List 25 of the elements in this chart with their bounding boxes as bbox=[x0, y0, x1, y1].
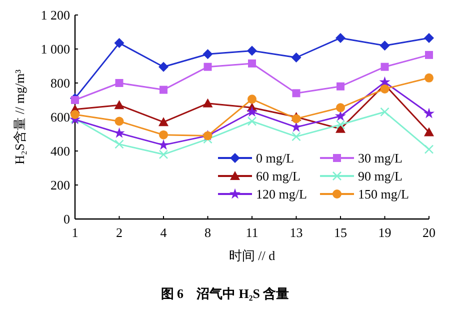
y-tick-label: 1 000 bbox=[40, 42, 70, 56]
x-tick-label: 4 bbox=[160, 225, 168, 240]
y-tick-label: 200 bbox=[50, 178, 70, 192]
x-axis-title: 时间 // d bbox=[228, 248, 276, 263]
legend-label: 150 mg/L bbox=[358, 186, 409, 202]
y-tick-label: 600 bbox=[50, 110, 70, 124]
y-axis-title: H₂S含量 // mg/m³ bbox=[12, 69, 27, 165]
legend-label: 0 mg/L bbox=[256, 150, 294, 166]
x-tick-label: 2 bbox=[116, 225, 122, 240]
legend-label: 60 mg/L bbox=[256, 168, 300, 184]
y-tick-label: 0 bbox=[64, 212, 70, 226]
x-tick-label: 20 bbox=[422, 225, 436, 240]
x-tick-label: 1 bbox=[72, 225, 78, 240]
x-tick-label: 19 bbox=[378, 225, 392, 240]
x-tick-label: 13 bbox=[290, 225, 303, 240]
legend-label: 30 mg/L bbox=[358, 150, 402, 166]
legend-label: 90 mg/L bbox=[358, 168, 402, 184]
x-tick-label: 11 bbox=[246, 225, 258, 240]
y-tick-label: 800 bbox=[50, 76, 70, 90]
legend-label: 120 mg/L bbox=[256, 186, 307, 202]
caption: 图 6 沼气中 H₂S 含量 bbox=[160, 286, 290, 301]
x-tick-label: 15 bbox=[334, 225, 347, 240]
x-tick-label: 8 bbox=[204, 225, 211, 240]
y-tick-label: 400 bbox=[50, 144, 70, 158]
y-tick-label: 1 200 bbox=[40, 8, 70, 22]
